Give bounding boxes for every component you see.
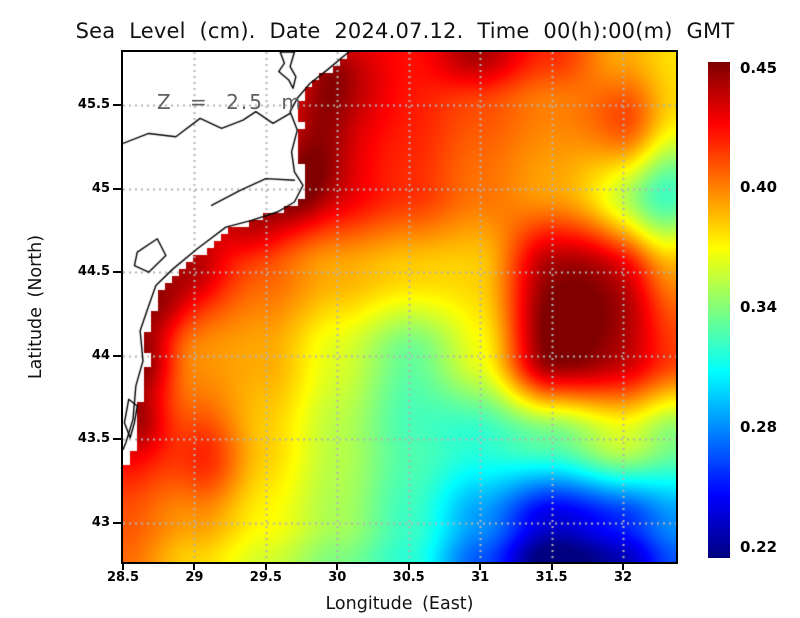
x-tick-mark [622, 562, 624, 570]
y-tick-mark [113, 438, 121, 441]
x-axis-label: Longitude (East) [325, 594, 474, 614]
x-tick-label: 31.5 [535, 570, 568, 585]
colorbar-label: 0.40 [740, 178, 778, 197]
colorbar-label: 0.28 [740, 417, 778, 436]
x-tick-label: 29 [185, 570, 204, 585]
x-tick-label: 31 [471, 570, 490, 585]
y-axis-label: Latitude (North) [26, 234, 46, 380]
x-tick-mark [479, 562, 482, 570]
y-tick-mark [113, 104, 121, 106]
x-tick-label: 30.5 [392, 570, 425, 585]
colorbar-label: 0.22 [740, 537, 778, 556]
x-tick-mark [193, 562, 196, 570]
x-tick-mark [264, 562, 267, 570]
y-tick-label: 45.5 [77, 97, 110, 112]
y-tick-mark [113, 522, 121, 525]
x-tick-label: 30 [328, 570, 347, 585]
y-tick-mark [113, 354, 121, 357]
x-tick-mark [407, 562, 410, 570]
x-tick-label: 28.5 [106, 570, 140, 585]
x-tick-label: 32 [613, 570, 633, 585]
colorbar-label: 0.34 [740, 298, 778, 316]
y-tick-mark [113, 187, 121, 190]
plot-title: Sea Level (cm). Date 2024.07.12. Time 00… [75, 19, 735, 43]
x-tick-mark [336, 562, 339, 570]
y-tick-label: 43 [91, 515, 110, 531]
y-tick-mark [113, 271, 121, 274]
colorbar-label: 0.45 [740, 58, 778, 77]
y-tick-label: 43.5 [77, 431, 110, 447]
y-tick-label: 45 [91, 180, 110, 196]
y-tick-label: 44.5 [77, 264, 110, 280]
depth-annotation: Z = 2.5 m [157, 90, 303, 114]
colorbar-canvas [708, 62, 730, 558]
x-tick-mark [550, 562, 553, 570]
sea-level-heatmap-canvas [123, 52, 676, 562]
x-tick-label: 29.5 [249, 570, 282, 585]
x-tick-mark [122, 562, 124, 570]
y-tick-label: 44 [91, 347, 110, 363]
